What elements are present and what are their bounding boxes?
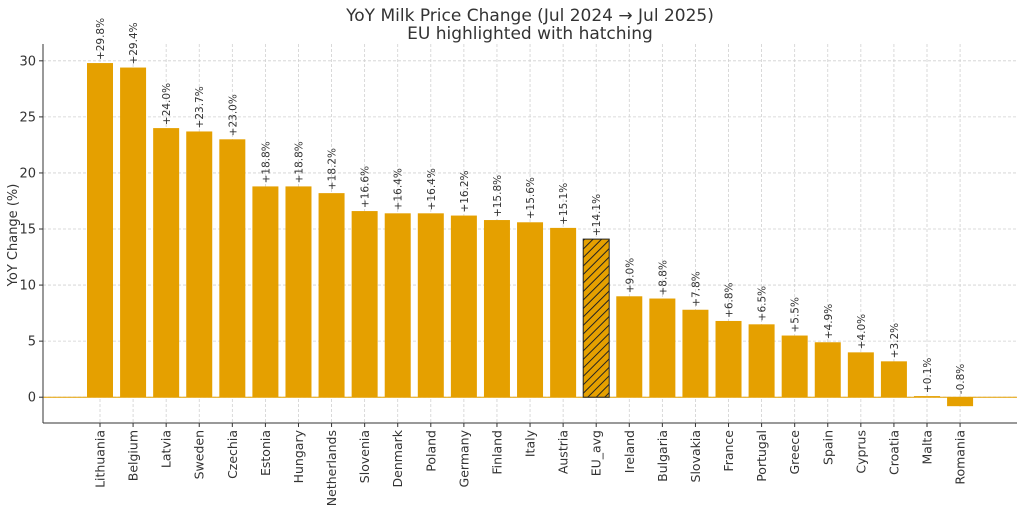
data-label: +14.1% bbox=[591, 194, 603, 236]
data-label: +4.9% bbox=[823, 304, 835, 339]
x-tick-label: Sweden bbox=[192, 430, 207, 479]
x-tick-label: Portugal bbox=[754, 430, 769, 482]
bar-romania bbox=[947, 397, 974, 407]
bar-poland bbox=[417, 213, 444, 398]
data-label: +7.8% bbox=[690, 271, 702, 306]
data-label: +6.5% bbox=[757, 286, 769, 321]
chart-title: YoY Milk Price Change (Jul 2024 → Jul 20… bbox=[345, 6, 714, 26]
x-tick-label: Cyprus bbox=[853, 430, 868, 474]
bar-estonia bbox=[252, 186, 279, 398]
x-tick-label: Finland bbox=[489, 430, 504, 475]
y-ticks: 0 5 10 15 20 25 30 bbox=[19, 54, 43, 406]
x-tick-label: Austria bbox=[556, 430, 571, 474]
bar-greece bbox=[781, 335, 808, 398]
y-tick-label: 10 bbox=[19, 279, 36, 294]
data-label: +24.0% bbox=[161, 83, 173, 125]
y-tick-label: 5 bbox=[28, 335, 36, 350]
bar-eu-avg bbox=[582, 238, 610, 398]
bar-slovenia bbox=[351, 211, 378, 398]
bar-italy bbox=[517, 222, 544, 398]
x-tick-label: Bulgaria bbox=[655, 430, 670, 482]
x-tick-label: Slovenia bbox=[357, 430, 372, 483]
bar-portugal bbox=[748, 324, 775, 398]
data-label: +18.2% bbox=[327, 148, 339, 190]
bar-hungary bbox=[285, 186, 312, 398]
data-label: +15.6% bbox=[525, 177, 537, 219]
bar-france bbox=[715, 320, 742, 398]
bar-ireland bbox=[616, 296, 643, 398]
bar-cyprus bbox=[847, 352, 874, 398]
data-label: +23.7% bbox=[194, 86, 206, 128]
y-axis-label: YoY Change (%) bbox=[6, 184, 21, 288]
data-label: +18.8% bbox=[260, 141, 272, 183]
data-label: +4.0% bbox=[856, 314, 868, 349]
x-tick-label: Hungary bbox=[291, 429, 306, 483]
x-tick-label: Ireland bbox=[622, 430, 637, 473]
x-ticks: Lithuania Belgium Latvia Sweden Czechia Eston… bbox=[93, 423, 968, 506]
y-tick-label: 30 bbox=[19, 54, 36, 69]
data-label: -0.8% bbox=[955, 364, 967, 394]
data-label: +29.8% bbox=[95, 18, 107, 60]
bar-malta bbox=[914, 396, 940, 398]
y-tick-label: 25 bbox=[19, 110, 36, 125]
x-tick-label: Denmark bbox=[390, 429, 405, 487]
x-tick-label: Poland bbox=[423, 430, 438, 472]
data-label: +9.0% bbox=[624, 258, 636, 293]
bars bbox=[87, 63, 974, 407]
x-tick-label: Greece bbox=[787, 430, 802, 475]
bar-germany bbox=[450, 215, 477, 398]
bar-latvia bbox=[153, 128, 180, 398]
y-tick-label: 15 bbox=[19, 223, 36, 238]
bar-czechia bbox=[219, 139, 246, 398]
bar-slovakia bbox=[682, 309, 709, 398]
data-label: +16.4% bbox=[426, 168, 438, 210]
data-label: +16.2% bbox=[459, 170, 471, 212]
x-tick-label: Malta bbox=[920, 430, 935, 464]
data-label: +8.8% bbox=[657, 260, 669, 295]
x-tick-label: Spain bbox=[820, 430, 835, 465]
data-label: +6.8% bbox=[724, 282, 736, 317]
bar-lithuania bbox=[87, 63, 113, 398]
bar-bulgaria bbox=[649, 298, 676, 398]
x-tick-label: Croatia bbox=[886, 430, 901, 475]
data-label: +15.8% bbox=[492, 175, 504, 217]
x-tick-label: Estonia bbox=[258, 430, 273, 476]
x-tick-label: Italy bbox=[523, 429, 538, 457]
data-label: +29.4% bbox=[128, 22, 140, 64]
data-label: +23.0% bbox=[227, 94, 239, 136]
x-tick-label: France bbox=[721, 430, 736, 472]
bar-denmark bbox=[384, 213, 411, 398]
data-label: +16.4% bbox=[393, 168, 405, 210]
data-label: +15.1% bbox=[558, 183, 570, 225]
x-tick-label: Czechia bbox=[225, 430, 240, 479]
bar-austria bbox=[550, 227, 577, 398]
data-label: +5.5% bbox=[790, 297, 802, 332]
data-label: +18.8% bbox=[293, 141, 305, 183]
bar-croatia bbox=[880, 361, 907, 398]
y-tick-label: 0 bbox=[28, 391, 36, 406]
bar-belgium bbox=[120, 67, 147, 398]
bar-sweden bbox=[186, 131, 213, 398]
chart-subtitle: EU highlighted with hatching bbox=[407, 24, 653, 44]
data-label: +3.2% bbox=[889, 323, 901, 358]
data-labels: +29.8% +29.4% +24.0% +23.7% +23.0% +18.8% +18.… bbox=[95, 18, 967, 394]
x-tick-label: Romania bbox=[953, 430, 968, 485]
bar-spain bbox=[814, 342, 841, 398]
x-tick-label: Netherlands bbox=[324, 430, 339, 506]
x-tick-label: Lithuania bbox=[93, 430, 108, 488]
data-label: +16.6% bbox=[360, 166, 372, 208]
bar-finland bbox=[483, 220, 510, 398]
bar-netherlands bbox=[318, 193, 345, 398]
data-label: +0.1% bbox=[922, 358, 934, 393]
x-tick-label: Slovakia bbox=[688, 430, 703, 482]
x-tick-label: Latvia bbox=[159, 430, 174, 468]
x-tick-label: Belgium bbox=[126, 430, 141, 481]
x-tick-label: Germany bbox=[456, 429, 471, 487]
y-tick-label: 20 bbox=[19, 166, 36, 181]
x-tick-label: EU_avg bbox=[589, 430, 604, 476]
